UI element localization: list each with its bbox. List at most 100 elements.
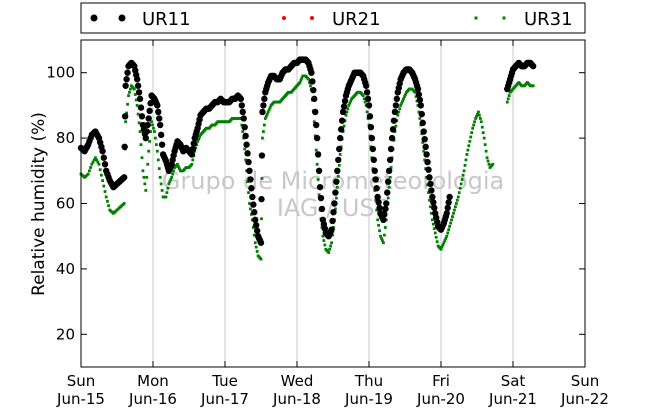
data-point (243, 147, 247, 151)
data-point (308, 69, 315, 76)
data-point (190, 140, 197, 147)
data-point (440, 245, 444, 249)
data-point (104, 195, 108, 199)
data-point (135, 89, 143, 96)
data-point (121, 143, 128, 151)
data-point (388, 175, 392, 179)
data-point (382, 233, 386, 237)
data-point (443, 239, 447, 242)
data-point (124, 120, 128, 124)
data-point (261, 95, 268, 103)
data-point (419, 119, 426, 127)
data-point (154, 102, 161, 109)
data-point (341, 97, 349, 105)
data-point (321, 234, 325, 238)
data-point (191, 158, 195, 162)
data-point (166, 186, 170, 190)
data-point (427, 180, 434, 188)
data-point (136, 95, 144, 103)
data-point (386, 156, 394, 164)
data-point (468, 139, 472, 143)
data-point (364, 95, 372, 103)
data-point (486, 159, 490, 163)
data-point (312, 108, 319, 116)
data-point (249, 193, 256, 201)
data-point (250, 213, 253, 216)
data-point (366, 113, 374, 120)
data-point (149, 130, 152, 133)
data-point (240, 115, 247, 122)
data-point (170, 175, 174, 179)
data-point (338, 153, 342, 156)
data-point (158, 141, 166, 148)
data-point (456, 195, 460, 199)
data-point (479, 120, 483, 124)
data-point (445, 234, 449, 238)
data-point (94, 156, 97, 160)
data-point (375, 208, 379, 212)
data-point (367, 124, 375, 131)
data-point (141, 169, 145, 173)
data-point (257, 239, 265, 246)
data-point (425, 166, 432, 173)
data-point (101, 161, 109, 168)
data-point (380, 216, 387, 224)
data-point (365, 102, 373, 109)
data-point (385, 167, 393, 174)
data-point (450, 218, 453, 222)
data-point (384, 189, 391, 196)
data-point (177, 165, 180, 168)
data-point (243, 141, 250, 148)
data-point (370, 156, 377, 164)
data-point (449, 221, 452, 225)
data-point (103, 190, 107, 193)
data-point (154, 136, 157, 140)
data-point (126, 102, 129, 106)
data-point (404, 93, 407, 96)
data-point (260, 177, 264, 180)
x-tick-label-date: Jun-15 (56, 390, 105, 408)
data-point (448, 224, 452, 228)
data-point (262, 130, 265, 133)
legend-entry-ur11: UR11 (90, 9, 191, 30)
data-point (381, 211, 388, 218)
data-point (394, 124, 398, 128)
data-point (142, 175, 146, 179)
data-point (169, 178, 173, 181)
data-point (133, 76, 141, 83)
data-point (382, 205, 389, 213)
data-point (237, 95, 245, 103)
data-point (249, 207, 252, 211)
data-point (443, 210, 450, 217)
data-point (323, 243, 327, 247)
data-point (190, 162, 194, 166)
data-point (309, 78, 316, 85)
data-point (387, 185, 391, 189)
data-point (314, 151, 322, 158)
x-tick-label-date: Jun-18 (272, 390, 321, 408)
data-point (122, 202, 126, 205)
data-point (467, 144, 471, 148)
data-point (396, 113, 400, 117)
data-point (165, 191, 169, 194)
data-point (472, 123, 476, 127)
data-point (403, 95, 406, 99)
x-tick-label-date: Jun-22 (560, 390, 609, 408)
data-point (156, 158, 160, 162)
data-point (484, 149, 488, 153)
data-point (439, 247, 443, 251)
data-point (429, 193, 436, 201)
data-point (86, 172, 90, 176)
data-point (345, 110, 349, 114)
data-point (471, 126, 475, 130)
data-point (400, 101, 404, 105)
data-point (413, 90, 417, 94)
data-point (461, 173, 465, 177)
x-tick-label-day: Sun (67, 372, 96, 390)
data-point (397, 110, 401, 114)
data-point (454, 202, 458, 205)
data-point (455, 198, 459, 202)
data-point (240, 123, 244, 127)
data-point (344, 113, 348, 117)
x-tick-label-day: Mon (137, 372, 169, 390)
